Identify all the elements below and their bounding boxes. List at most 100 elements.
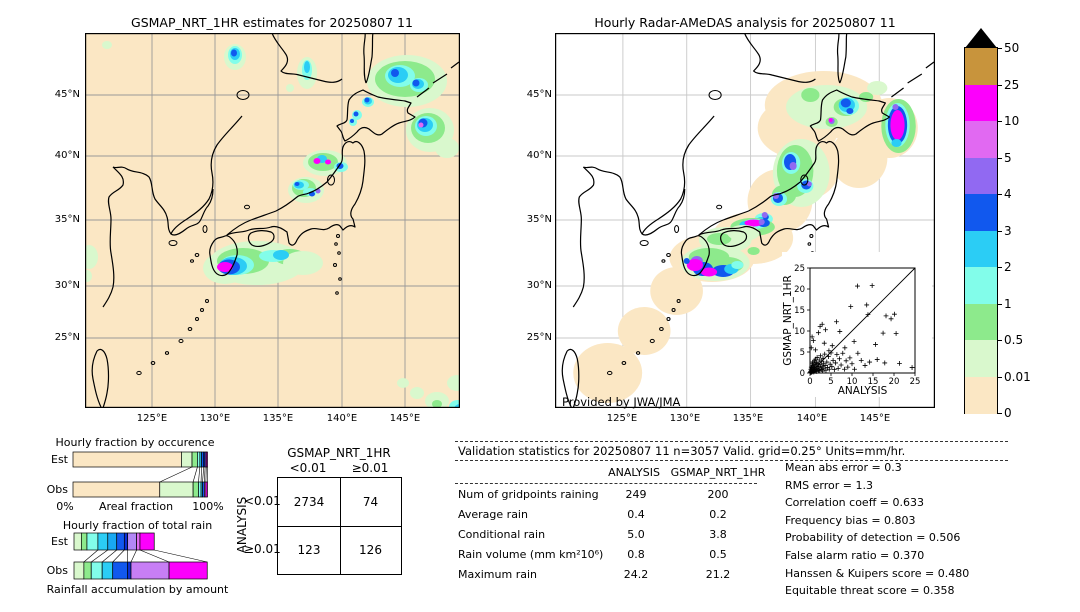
colorbar-segment	[965, 157, 997, 195]
stats-row-analysis-value: 24.2	[623, 568, 649, 581]
contingency-cell-11: 126	[359, 543, 382, 557]
svg-text:10: 10	[847, 377, 858, 387]
svg-text:20: 20	[794, 285, 805, 295]
right-map-ytick: 30°N	[526, 280, 552, 291]
left-map-ytick: 35°N	[54, 214, 80, 225]
left-map-xtick: 145°E	[389, 413, 421, 424]
credit-label: Provided by JWA/JMA	[562, 395, 681, 409]
colorbar-tick-label: 10	[1004, 114, 1020, 128]
colorbar-tick-mark	[997, 157, 1002, 159]
stats-divider-header	[455, 483, 757, 484]
colorbar-tick-mark	[997, 376, 1002, 378]
contingency-cell-01: 74	[362, 495, 379, 509]
svg-text:0: 0	[800, 369, 805, 379]
colorbar-segment	[965, 121, 997, 158]
stats-score: Correlation coeff = 0.633	[785, 496, 924, 510]
colorbar-segment	[965, 376, 997, 414]
left-map-ytick: 45°N	[54, 89, 80, 100]
right-map-ytick: 45°N	[526, 89, 552, 100]
colorbar-tick-label: 1	[1004, 296, 1012, 311]
colorbar-tick-label: 0.5	[1004, 333, 1024, 347]
areal-axis-0: 0%	[56, 500, 74, 513]
left-map-ytick: 30°N	[54, 280, 80, 291]
stats-score: RMS error = 1.3	[785, 478, 873, 492]
colorbar-tick-mark	[997, 84, 1002, 86]
areal-axis-100: 100%	[192, 500, 224, 513]
colorbar-tick-mark	[997, 121, 1002, 122]
contingency-cell-00: 2734	[293, 495, 325, 509]
colorbar-tick-mark	[997, 340, 1002, 341]
stats-row-gsmap-value: 0.5	[709, 548, 727, 561]
svg-text:5: 5	[800, 348, 805, 358]
left-map-xtick: 135°E	[262, 413, 294, 424]
svg-text:20: 20	[889, 377, 900, 387]
contingency-table-box: 2734 74 123 126	[277, 477, 402, 575]
stats-header: Validation statistics for 20250807 11 n=…	[458, 444, 906, 458]
right-map-xtick: 125°E	[606, 413, 638, 424]
left-map-xtick: 125°E	[136, 413, 168, 424]
left-map-ytick: 40°N	[54, 150, 80, 161]
colorbar-tick-mark	[997, 48, 1002, 49]
colorbar	[964, 47, 998, 414]
stats-divider-mid	[455, 460, 1008, 461]
stats-row-label: Num of gridpoints raining	[458, 488, 599, 501]
stats-col-gsmap: GSMAP_NRT_1HR	[670, 466, 766, 479]
colorbar-tick-mark	[997, 303, 1002, 305]
stats-row-label: Conditional rain	[458, 528, 546, 541]
colorbar-tick-label: 5	[1004, 150, 1012, 165]
svg-text:GSMAP_NRT_1HR: GSMAP_NRT_1HR	[782, 275, 794, 366]
stats-row-gsmap-value: 200	[707, 488, 729, 501]
totalrain-chart-title: Hourly fraction of total rain	[62, 519, 213, 532]
colorbar-segment	[965, 84, 997, 122]
colorbar-tick-mark	[997, 413, 1002, 414]
stats-score: False alarm ratio = 0.370	[785, 549, 925, 562]
stats-row-gsmap-value: 3.8	[709, 528, 727, 541]
stats-row-gsmap-value: 0.2	[709, 508, 727, 521]
gsmap-precipitation-map	[85, 33, 460, 408]
contingency-hline	[278, 526, 401, 527]
right-map-ytick: 25°N	[526, 332, 552, 343]
svg-text:15: 15	[868, 377, 879, 387]
stats-col-analysis: ANALYSIS	[608, 466, 660, 479]
left-map-xtick: 140°E	[326, 413, 358, 424]
stats-row-gsmap-value: 21.2	[705, 568, 731, 581]
svg-text:0: 0	[807, 377, 812, 387]
right-map-ytick: 40°N	[526, 150, 552, 161]
colorbar-tick-label: 3	[1004, 223, 1012, 238]
contingency-col-label-ge: ≥0.01	[351, 461, 389, 475]
occurrence-chart-title: Hourly fraction by occurence	[55, 436, 215, 449]
colorbar-tick-label: 25	[1004, 77, 1020, 92]
stats-score: Frequency bias = 0.803	[785, 513, 916, 527]
scatter-inset-plot: 00 5 5 10 10 15 15 20 20 25 25 ANALYSIS GSMAP_NRT_1H…	[782, 252, 932, 397]
colorbar-segment	[965, 340, 997, 377]
svg-text:10: 10	[794, 327, 805, 337]
contingency-row-label-lt: <0.01	[244, 494, 281, 508]
stats-row-label: Rain volume (mm km²10⁶)	[458, 548, 604, 561]
svg-text:25: 25	[794, 264, 805, 274]
colorbar-segment	[965, 267, 997, 304]
svg-text:5: 5	[828, 377, 833, 387]
colorbar-tick-mark	[997, 230, 1002, 232]
colorbar-segment	[965, 194, 997, 231]
colorbar-overflow-triangle	[965, 28, 997, 48]
colorbar-tick-label: 0	[1004, 406, 1012, 420]
stats-score: Equitable threat score = 0.358	[785, 584, 955, 598]
areal-axis-label: Areal fraction	[98, 500, 174, 513]
svg-text:15: 15	[794, 306, 805, 316]
stats-score: Mean abs error = 0.3	[785, 461, 902, 474]
colorbar-tick-label: 4	[1004, 187, 1012, 201]
contingency-cell-10: 123	[297, 543, 321, 557]
fraction-bars-canvas	[72, 451, 208, 580]
right-map-xtick: 135°E	[732, 413, 764, 424]
contingency-row-label-ge: ≥0.01	[244, 542, 281, 556]
colorbar-tick-label: 2	[1004, 260, 1012, 274]
colorbar-tick-label: 0.01	[1004, 369, 1031, 384]
right-map-xtick: 145°E	[859, 413, 891, 424]
right-map-title: Hourly Radar-AMeDAS analysis for 2025080…	[594, 15, 896, 30]
svg-text:25: 25	[910, 377, 921, 387]
left-map-title: GSMAP_NRT_1HR estimates for 20250807 11	[131, 15, 413, 30]
colorbar-tick-label: 50	[1004, 41, 1020, 55]
colorbar-tick-mark	[997, 194, 1002, 195]
contingency-col-label-lt: <0.01	[289, 461, 327, 475]
